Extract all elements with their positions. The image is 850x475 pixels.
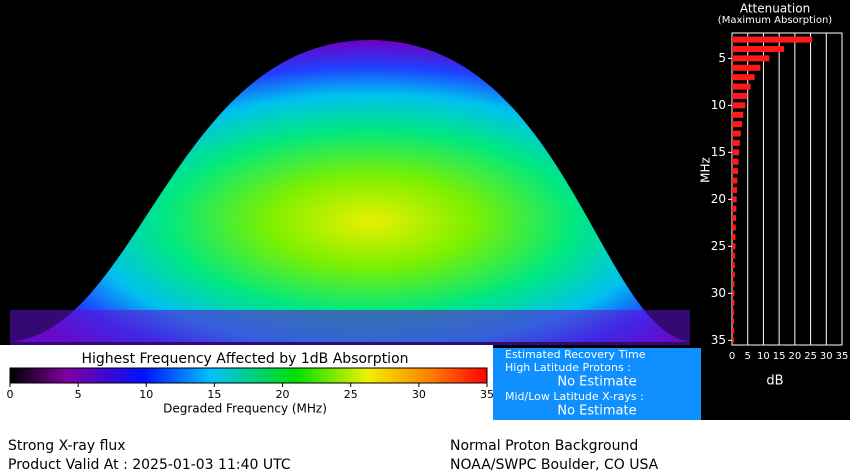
bar: [732, 252, 736, 259]
x-tick-label: 20: [788, 351, 801, 362]
bar: [732, 318, 735, 325]
x-axis-label: dB: [766, 374, 783, 389]
colorbar-tick-label: 5: [75, 388, 82, 401]
bar: [732, 139, 740, 146]
bar: [732, 233, 736, 240]
y-axis-label: MHz: [699, 157, 713, 183]
polar-band: [10, 310, 690, 345]
recovery-title: Estimated Recovery Time: [505, 348, 646, 361]
bar: [732, 111, 744, 118]
y-tick-label: 35: [711, 333, 726, 347]
bar: [732, 262, 735, 269]
x-tick-label: 25: [804, 351, 817, 362]
colorbar-tick-label: 30: [412, 388, 426, 401]
recovery-label: High Latitude Protons :: [505, 361, 631, 374]
bar: [732, 196, 737, 203]
y-tick-label: 25: [711, 239, 726, 253]
bar: [732, 83, 751, 90]
chart-title: Attenuation: [740, 2, 810, 16]
recovery-box: [493, 348, 701, 420]
recovery-value: No Estimate: [557, 375, 636, 390]
bar: [732, 215, 737, 222]
bar: [732, 102, 746, 109]
colorbar-tick-label: 25: [344, 388, 358, 401]
bar: [732, 92, 748, 99]
y-tick-label: 5: [718, 51, 726, 65]
bar: [732, 271, 735, 278]
footer-text: Product Valid At : 2025-01-03 11:40 UTC: [8, 457, 291, 473]
map-title: Highest Frequency Affected by 1dB Absorp…: [81, 351, 408, 367]
bar: [732, 224, 736, 231]
bar: [732, 309, 735, 316]
y-tick-label: 10: [711, 98, 726, 112]
chart-subtitle: (Maximum Absorption): [718, 15, 832, 26]
bar: [732, 130, 741, 137]
colorbar: [9, 367, 488, 384]
bar: [732, 327, 735, 334]
bar: [732, 243, 736, 250]
y-tick-label: 20: [711, 192, 726, 206]
footer-text: Normal Proton Background: [450, 438, 638, 454]
x-tick-label: 35: [836, 351, 849, 362]
bar: [732, 74, 755, 81]
x-tick-label: 0: [729, 351, 735, 362]
bar: [732, 64, 761, 71]
bar: [732, 177, 738, 184]
bar: [732, 186, 738, 193]
bar: [732, 299, 735, 306]
bar: [732, 121, 743, 128]
x-tick-label: 15: [773, 351, 786, 362]
x-tick-label: 5: [745, 351, 751, 362]
recovery-value: No Estimate: [557, 404, 636, 419]
colorbar-tick-label: 15: [207, 388, 221, 401]
colorbar-tick-label: 10: [139, 388, 153, 401]
bar: [732, 158, 739, 165]
bar: [732, 290, 735, 297]
footer-text: NOAA/SWPC Boulder, CO USA: [450, 457, 659, 473]
bar: [732, 149, 740, 156]
bar: [732, 280, 735, 287]
absorption-region: [10, 40, 690, 342]
x-tick-label: 30: [820, 351, 833, 362]
bar: [732, 205, 737, 212]
y-tick-label: 30: [711, 286, 726, 300]
bar: [732, 168, 738, 175]
colorbar-tick-label: 20: [276, 388, 290, 401]
y-tick-label: 15: [711, 145, 726, 159]
colorbar-tick-label: 0: [7, 388, 14, 401]
colorbar-label: Degraded Frequency (MHz): [163, 402, 327, 416]
bar: [732, 45, 785, 52]
bar: [732, 36, 813, 43]
colorbar-tick-label: 35: [480, 388, 494, 401]
recovery-label: Mid/Low Latitude X-rays :: [505, 390, 644, 403]
x-tick-label: 10: [757, 351, 770, 362]
footer-text: Strong X-ray flux: [8, 438, 126, 454]
bar: [732, 55, 770, 62]
bar: [732, 337, 734, 344]
